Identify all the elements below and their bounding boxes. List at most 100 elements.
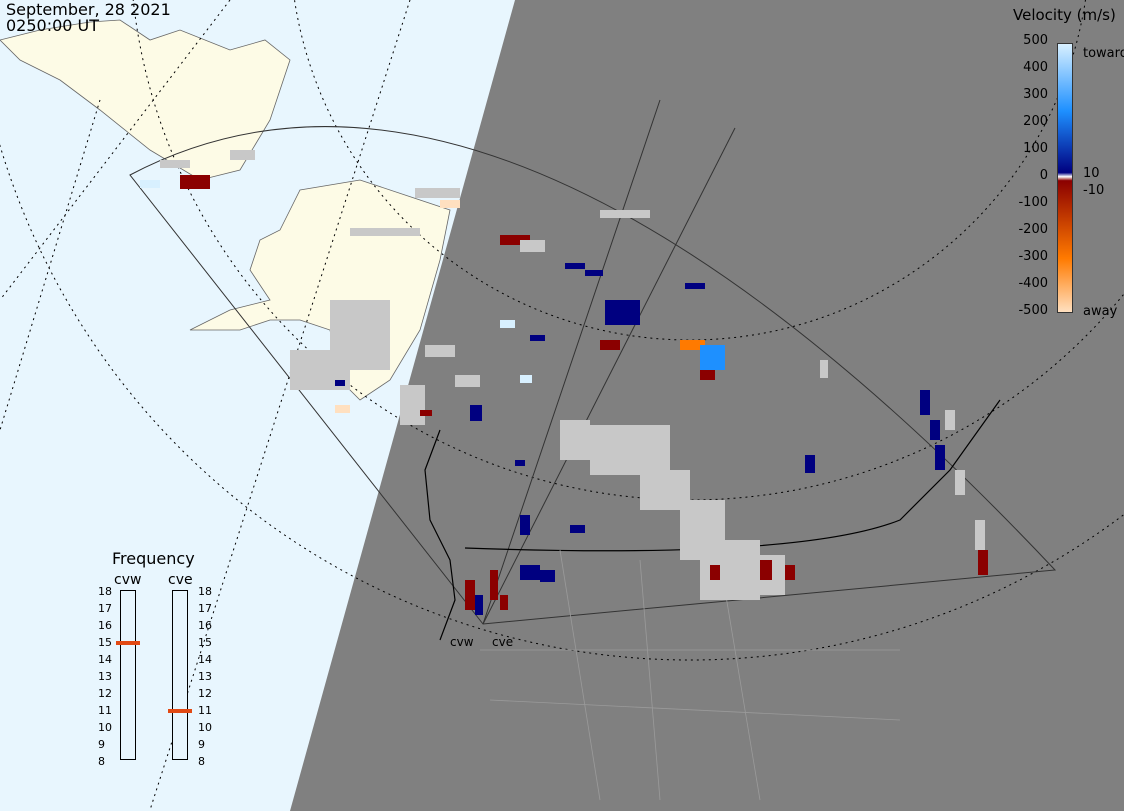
echo-cell (160, 160, 190, 168)
velocity-legend-title: Velocity (m/s) (1013, 6, 1116, 24)
echo-cell (500, 595, 508, 610)
frequency-tick: 18 (98, 585, 112, 598)
echo-cell (540, 570, 555, 582)
echo-cell (935, 445, 945, 470)
frequency-scale-cvw (120, 590, 136, 760)
echo-cell (955, 470, 965, 495)
velocity-tick: 200 (1023, 114, 1048, 129)
frequency-tick: 18 (198, 585, 212, 598)
echo-cell (700, 370, 715, 380)
frequency-tick: 16 (98, 619, 112, 632)
velocity-tick: 300 (1023, 87, 1048, 102)
echo-cell (500, 320, 515, 328)
echo-cell (560, 420, 590, 460)
echo-cell (975, 520, 985, 550)
frequency-tick: 10 (198, 721, 212, 734)
velocity-tick: 400 (1023, 60, 1048, 75)
radar-fov (129, 99, 1057, 625)
frequency-tick: 12 (98, 687, 112, 700)
frequency-tick: 15 (198, 636, 212, 649)
echo-cell (805, 455, 815, 473)
frequency-tick: 13 (198, 670, 212, 683)
frequency-tick: 17 (198, 602, 212, 615)
echo-cell (920, 390, 930, 415)
borders (424, 399, 1001, 641)
echo-cell (530, 335, 545, 341)
echoes-layer (140, 150, 988, 615)
echo-cell (710, 565, 720, 580)
frequency-title: Frequency (112, 549, 195, 568)
frequency-tick: 11 (198, 704, 212, 717)
frequency-tick: 8 (98, 755, 105, 768)
velocity-tick: -500 (1018, 303, 1048, 318)
echo-cell (945, 410, 955, 430)
frequency-tick: 17 (98, 602, 112, 615)
echo-cell (700, 345, 725, 370)
away-label: away (1083, 304, 1118, 319)
frequency-radar-cve: cve (168, 572, 193, 588)
frequency-tick: 16 (198, 619, 212, 632)
echo-cell (820, 360, 828, 378)
frequency-scale-cve (172, 590, 188, 760)
echo-cell (930, 420, 940, 440)
site-label-cve: cve (492, 635, 514, 649)
echo-cell (350, 228, 420, 236)
echo-cell (490, 570, 498, 600)
echo-cell (400, 385, 425, 425)
echo-cell (180, 175, 210, 189)
echo-cell (760, 560, 772, 580)
echo-cell (140, 180, 160, 188)
echo-cell (520, 515, 530, 535)
velocity-tick: 500 (1023, 33, 1048, 48)
echo-cell (515, 460, 525, 466)
frequency-tick: 9 (98, 738, 105, 751)
echo-cell (420, 410, 432, 416)
echo-cell (590, 425, 670, 475)
velocity-tick: -100 (1018, 195, 1048, 210)
frequency-tick: 12 (198, 687, 212, 700)
frequency-tick: 10 (98, 721, 112, 734)
echo-cell (600, 340, 620, 350)
frequency-marker-cvw (116, 641, 140, 645)
date-label: September, 28 2021 (6, 0, 171, 19)
toward-label: toward (1083, 46, 1124, 61)
echo-cell (470, 405, 482, 421)
velocity-tick: 100 (1023, 141, 1048, 156)
time-label: 0250:00 UT (6, 16, 100, 35)
night-shade (290, 0, 1124, 811)
inner-label-10: 10 (1083, 166, 1100, 181)
echo-cell (335, 405, 350, 413)
echo-cell (440, 200, 460, 208)
echo-cell (425, 345, 455, 357)
frequency-tick: 15 (98, 636, 112, 649)
echo-cell (475, 595, 483, 615)
echo-cell (335, 380, 345, 386)
echo-cell (680, 340, 705, 350)
echo-cell (978, 550, 988, 575)
frequency-tick: 9 (198, 738, 205, 751)
echo-cell (415, 188, 460, 198)
velocity-tick: 0 (1039, 168, 1048, 183)
echo-cell (600, 210, 650, 218)
frequency-marker-cve (168, 709, 192, 713)
velocity-tick: -300 (1018, 249, 1048, 264)
echo-cell (230, 150, 255, 160)
echo-cell (685, 283, 705, 289)
echo-cell (455, 375, 480, 387)
frequency-tick: 8 (198, 755, 205, 768)
echo-cell (605, 300, 640, 325)
velocity-tick: -200 (1018, 222, 1048, 237)
site-label-cvw: cvw (450, 635, 474, 649)
frequency-tick: 14 (198, 653, 212, 666)
frequency-radar-cvw: cvw (114, 572, 142, 588)
echo-cell (520, 375, 532, 383)
echo-cell (570, 525, 585, 533)
echo-cell (585, 270, 603, 276)
frequency-tick: 14 (98, 653, 112, 666)
echo-cell (520, 565, 540, 580)
echo-cell (465, 580, 475, 610)
velocity-colorbar (1057, 43, 1073, 313)
echo-cell (785, 565, 795, 580)
